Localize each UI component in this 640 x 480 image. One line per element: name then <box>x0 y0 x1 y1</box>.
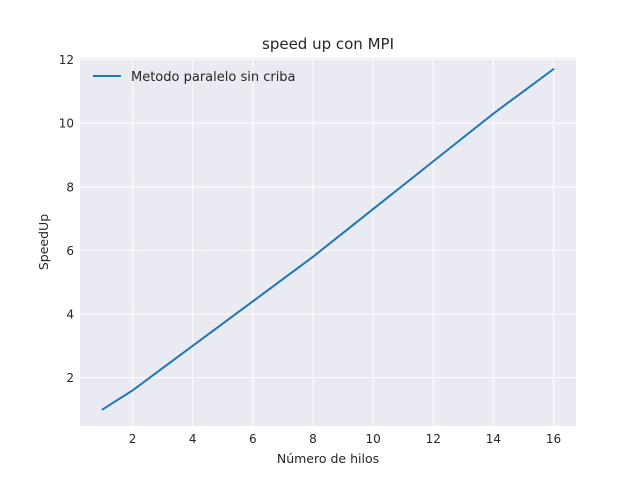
data-point <box>102 408 104 410</box>
legend-label: Metodo paralelo sin criba <box>131 70 296 85</box>
series-layer <box>101 68 555 411</box>
x-tick-label: 8 <box>309 432 317 446</box>
chart-title: speed up con MPI <box>262 35 394 53</box>
x-tick-label: 6 <box>249 432 257 446</box>
x-tick-label: 2 <box>129 432 137 446</box>
x-tick-label: 12 <box>426 432 441 446</box>
data-point <box>552 68 554 70</box>
grid <box>80 58 576 426</box>
data-point <box>402 184 404 186</box>
data-point <box>372 208 374 210</box>
data-point <box>432 160 434 162</box>
y-tick-label: 8 <box>66 180 74 194</box>
y-tick-label: 2 <box>66 371 74 385</box>
y-tick-label: 12 <box>59 53 74 67</box>
y-tick-label: 10 <box>59 117 74 131</box>
tick-labels: 2 4 6 8 10 12 14 16 2 4 6 8 10 12 <box>59 53 561 446</box>
data-point <box>252 300 254 302</box>
data-point <box>462 137 464 139</box>
data-point <box>522 90 524 92</box>
x-tick-label: 4 <box>189 432 197 446</box>
x-axis-label: Número de hilos <box>277 451 379 466</box>
data-point <box>192 345 194 347</box>
data-point <box>222 323 224 325</box>
data-point <box>492 113 494 115</box>
y-axis-label: SpeedUp <box>36 214 51 270</box>
y-tick-label: 4 <box>66 308 74 322</box>
x-tick-label: 14 <box>486 432 501 446</box>
data-point <box>312 256 314 258</box>
data-point <box>132 389 134 391</box>
data-point <box>162 367 164 369</box>
x-tick-label: 10 <box>365 432 380 446</box>
series-line <box>101 68 555 411</box>
legend: Metodo paralelo sin criba <box>93 70 296 85</box>
y-tick-label: 6 <box>66 244 74 258</box>
data-point <box>282 278 284 280</box>
x-tick-label: 16 <box>546 432 561 446</box>
data-point <box>342 232 344 234</box>
plot-area <box>80 58 576 426</box>
